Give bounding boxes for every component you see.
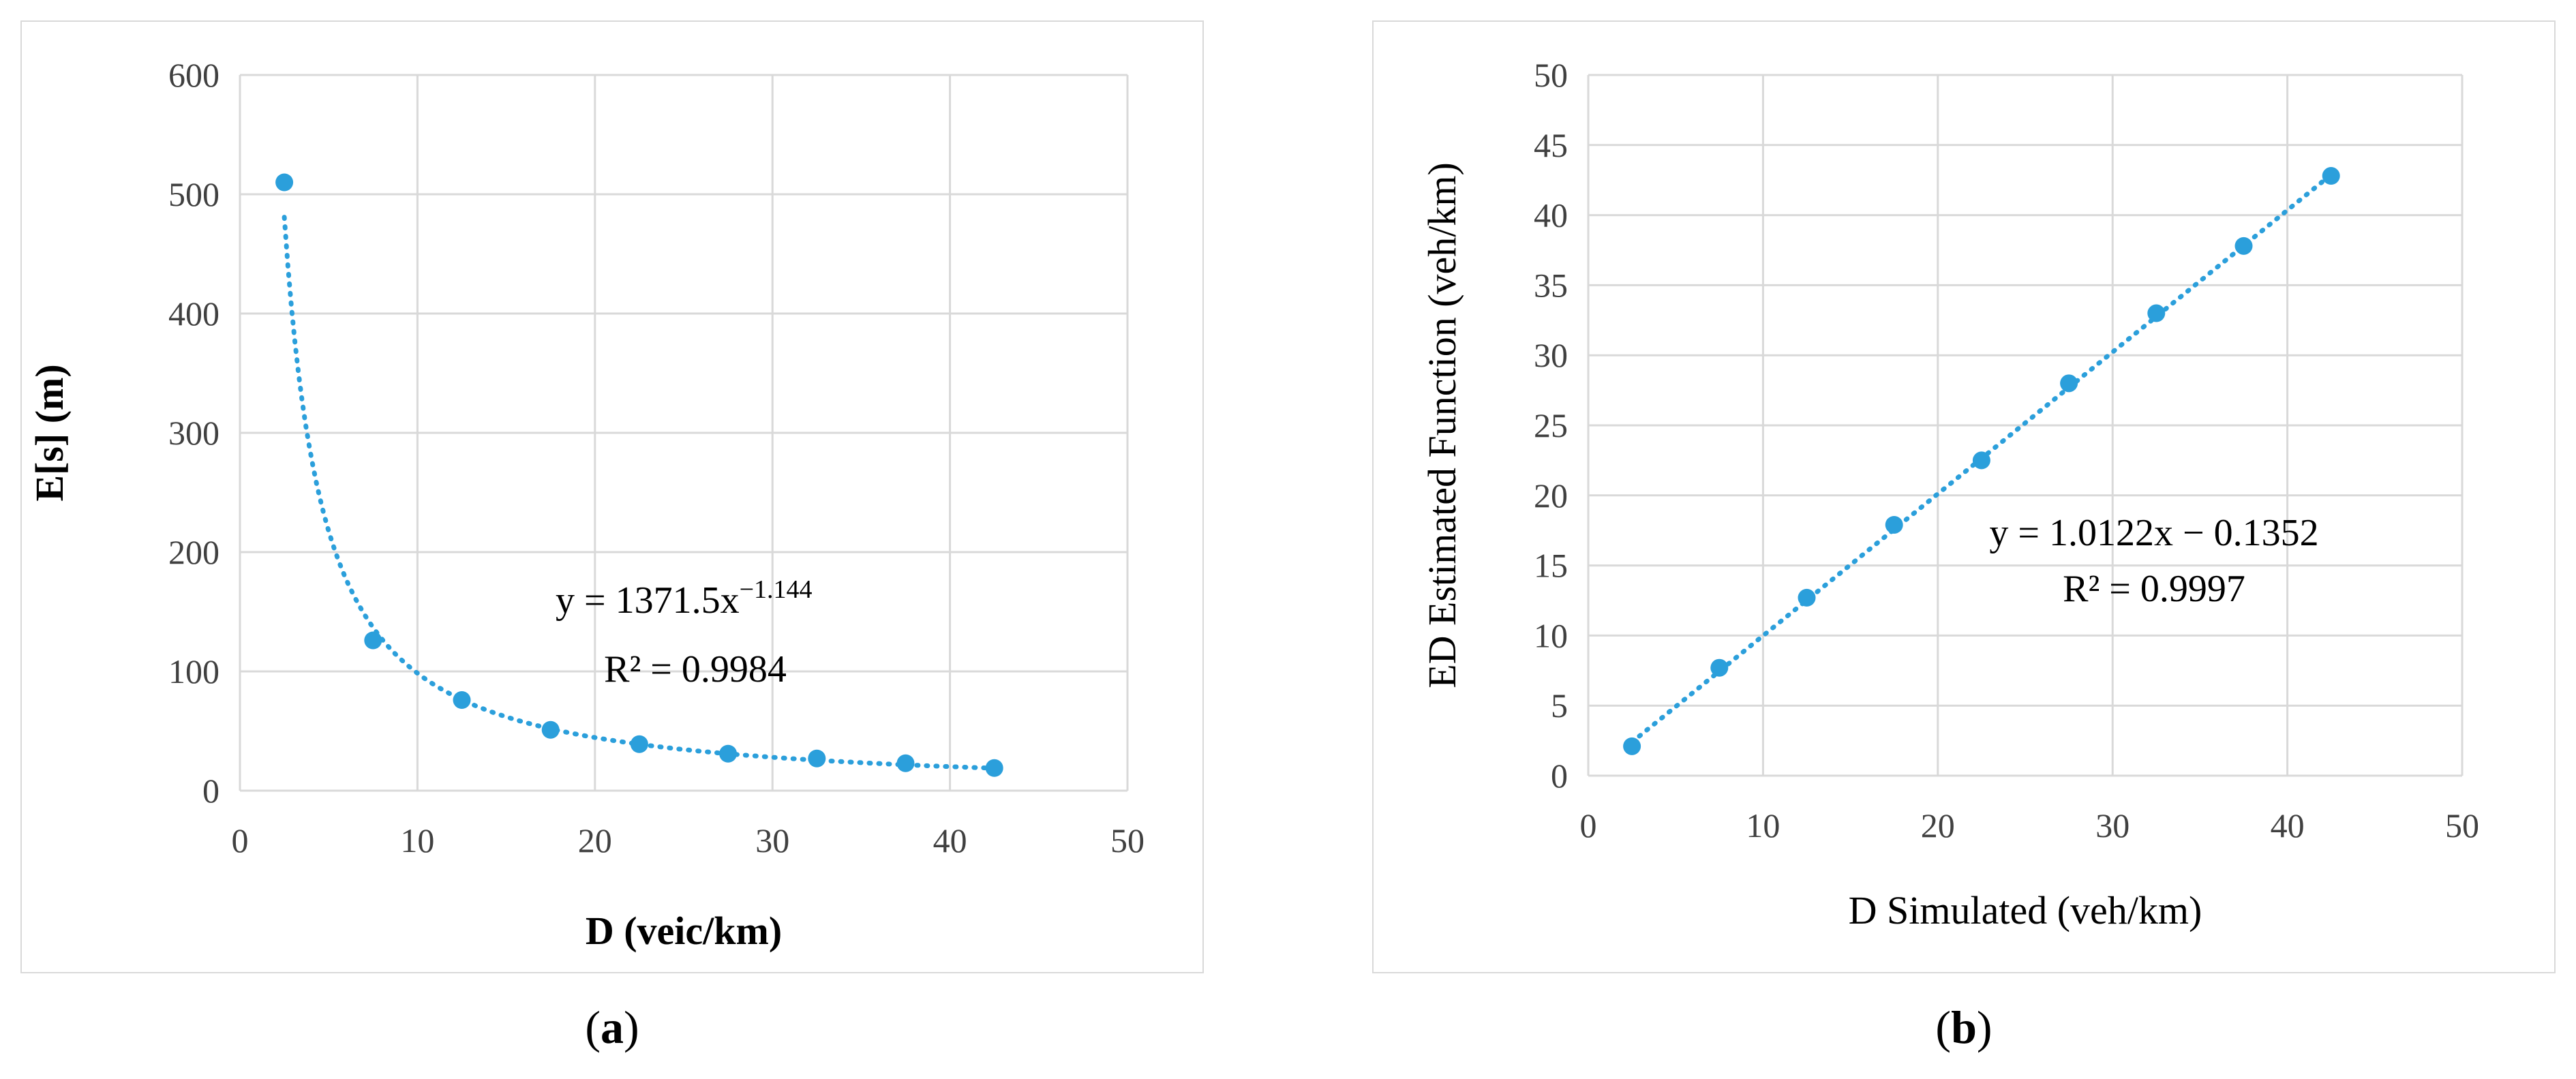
data-point bbox=[1885, 515, 1903, 534]
y-tick-label: 0 bbox=[202, 772, 219, 810]
x-tick-label: 30 bbox=[2095, 806, 2130, 845]
data-point bbox=[630, 735, 648, 753]
data-point bbox=[541, 720, 560, 739]
x-tick-label: 50 bbox=[2445, 806, 2479, 845]
data-point bbox=[2060, 374, 2078, 393]
y-tick-label: 200 bbox=[168, 533, 219, 571]
data-point bbox=[719, 744, 738, 763]
x-axis-title: D Simulated (veh/km) bbox=[1849, 888, 2202, 932]
y-tick-label: 500 bbox=[168, 175, 219, 213]
data-point bbox=[985, 759, 1003, 777]
x-tick-label: 30 bbox=[755, 821, 789, 860]
trendline-equation: y = 1371.5x−1.144 bbox=[556, 575, 813, 622]
y-tick-label: 35 bbox=[1534, 266, 1568, 304]
trendline-equation: y = 1.0122x − 0.1352 bbox=[1989, 512, 2318, 554]
data-point bbox=[1798, 588, 1816, 607]
y-tick-label: 0 bbox=[1551, 757, 1568, 795]
data-point bbox=[1623, 737, 1641, 755]
y-tick-label: 15 bbox=[1534, 547, 1568, 585]
panel-b-label: (b) bbox=[1935, 1001, 1992, 1053]
x-axis-title: D (veic/km) bbox=[586, 909, 782, 953]
data-point bbox=[364, 631, 382, 650]
y-tick-label: 100 bbox=[168, 652, 219, 690]
x-tick-label: 40 bbox=[933, 821, 967, 860]
x-tick-label: 0 bbox=[1580, 806, 1597, 845]
r-squared-label: R² = 0.9984 bbox=[604, 648, 787, 690]
data-point bbox=[2147, 304, 2166, 322]
chart-b: 0 5 10 15 20 25 30 35 40 45 50 0 10 20 30 40 50 D Simulat… bbox=[1420, 56, 2479, 932]
x-tick-label: 40 bbox=[2271, 806, 2305, 845]
data-point bbox=[453, 691, 471, 709]
chart-a: 0 100 200 300 400 500 600 0 10 20 30 40 50 D (veic/km… bbox=[27, 56, 1145, 953]
x-tick-label: 50 bbox=[1110, 821, 1145, 860]
x-tick-label: 20 bbox=[578, 821, 612, 860]
y-tick-label: 600 bbox=[168, 56, 219, 94]
data-point bbox=[2322, 167, 2340, 185]
y-tick-label: 50 bbox=[1534, 56, 1568, 94]
x-tick-label: 10 bbox=[1746, 806, 1780, 845]
x-tick-label: 20 bbox=[1921, 806, 1955, 845]
chart-a-frame bbox=[20, 20, 1204, 973]
data-point bbox=[896, 754, 915, 772]
x-tick-label: 10 bbox=[400, 821, 434, 860]
y-tick-label: 40 bbox=[1534, 196, 1568, 234]
y-axis-title: ED Estimated Function (veh/km) bbox=[1420, 162, 1464, 688]
y-tick-label: 25 bbox=[1534, 406, 1568, 444]
data-point bbox=[808, 749, 826, 768]
y-tick-label: 5 bbox=[1551, 686, 1568, 725]
y-tick-label: 45 bbox=[1534, 126, 1568, 164]
data-point bbox=[1972, 451, 1990, 470]
chart-b-frame bbox=[1372, 20, 2556, 973]
y-axis-title: E[s] (m) bbox=[27, 364, 72, 501]
panel-a-label: (a) bbox=[585, 1001, 639, 1053]
y-tick-label: 300 bbox=[168, 414, 219, 452]
x-tick-label: 0 bbox=[232, 821, 249, 860]
data-point bbox=[1710, 658, 1729, 677]
data-point bbox=[2234, 237, 2253, 255]
y-tick-label: 20 bbox=[1534, 476, 1568, 515]
r-squared-label: R² = 0.9997 bbox=[2063, 568, 2245, 610]
y-tick-label: 30 bbox=[1534, 336, 1568, 374]
data-point bbox=[275, 173, 294, 192]
y-tick-label: 400 bbox=[168, 294, 219, 333]
y-tick-label: 10 bbox=[1534, 616, 1568, 654]
